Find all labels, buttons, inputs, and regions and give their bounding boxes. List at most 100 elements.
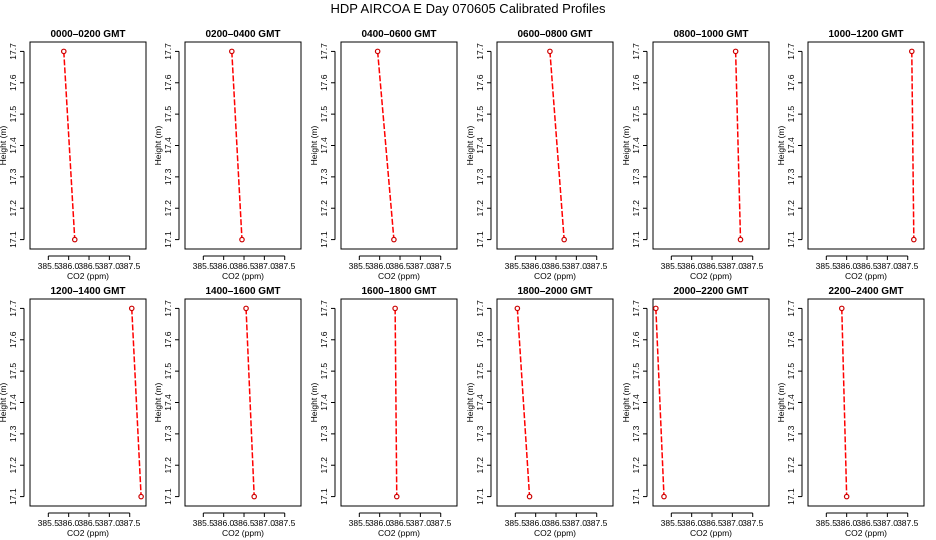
x-axis-label: CO2 (ppm) <box>67 528 109 538</box>
y-tick-label: 17.5 <box>475 363 485 380</box>
x-tick-label: 386.0 <box>213 518 235 528</box>
x-tick-label: 387.5 <box>430 518 452 528</box>
panel-title: 0600–0800 GMT <box>517 29 592 40</box>
x-axis-label: CO2 (ppm) <box>67 271 109 281</box>
y-tick-label: 17.5 <box>319 106 329 123</box>
x-tick-label: 386.0 <box>58 518 80 528</box>
y-tick-label: 17.6 <box>8 331 18 348</box>
x-tick-label: 387.5 <box>897 518 919 528</box>
plot-frame <box>340 41 458 250</box>
y-axis-label: Height (m) <box>621 126 631 166</box>
data-point <box>138 493 144 500</box>
x-tick-label: 387.5 <box>742 261 764 271</box>
x-tick-label: 387.0 <box>99 261 121 271</box>
x-tick-label: 387.0 <box>722 518 744 528</box>
x-tick-label: 386.0 <box>369 261 391 271</box>
y-tick-label: 17.4 <box>319 137 329 154</box>
plot-frame <box>184 298 302 507</box>
y-tick-label: 17.4 <box>163 394 173 411</box>
y-tick-label: 17.3 <box>163 168 173 185</box>
y-tick-label: 17.3 <box>319 168 329 185</box>
data-point <box>243 305 249 312</box>
data-point <box>911 236 917 243</box>
x-tick-label: 386.0 <box>681 518 703 528</box>
y-axis-label: Height (m) <box>153 383 163 423</box>
profile-line <box>231 51 243 240</box>
y-tick-label: 17.4 <box>319 394 329 411</box>
y-tick-label: 17.1 <box>786 231 796 248</box>
y-tick-label: 17.3 <box>786 425 796 442</box>
data-point <box>732 48 739 55</box>
data-point <box>843 493 850 500</box>
x-tick-label: 386.0 <box>681 261 703 271</box>
y-axis-label: Height (m) <box>776 383 786 423</box>
x-tick-label: 385.5 <box>816 261 838 271</box>
x-axis-label: CO2 (ppm) <box>534 528 576 538</box>
plot-frame <box>496 41 614 250</box>
y-tick-label: 17.7 <box>163 300 173 317</box>
data-point <box>71 236 78 243</box>
x-axis-label: CO2 (ppm) <box>222 271 264 281</box>
x-tick-label: 387.0 <box>254 261 276 271</box>
y-tick-label: 17.4 <box>475 394 485 411</box>
panel-title: 0200–0400 GMT <box>205 29 280 40</box>
x-tick-label: 386.5 <box>233 518 255 528</box>
x-tick-label: 387.0 <box>254 518 276 528</box>
y-tick-label: 17.1 <box>319 488 329 505</box>
plot-frame <box>29 298 147 507</box>
y-tick-label: 17.1 <box>631 231 641 248</box>
y-tick-label: 17.5 <box>8 106 18 123</box>
x-tick-label: 387.0 <box>410 261 432 271</box>
y-tick-label: 17.3 <box>631 425 641 442</box>
x-tick-label: 387.5 <box>742 518 764 528</box>
y-tick-label: 17.2 <box>786 200 796 217</box>
y-tick-label: 17.1 <box>786 488 796 505</box>
y-tick-label: 17.7 <box>163 43 173 60</box>
plot-frame <box>340 298 458 507</box>
y-tick-label: 17.5 <box>319 363 329 380</box>
y-axis-label: Height (m) <box>0 383 8 423</box>
y-tick-label: 17.5 <box>475 106 485 123</box>
x-tick-label: 387.5 <box>119 518 141 528</box>
plot-frame <box>184 41 302 250</box>
y-tick-label: 17.5 <box>163 363 173 380</box>
y-tick-label: 17.6 <box>163 331 173 348</box>
y-tick-label: 17.4 <box>786 137 796 154</box>
data-point <box>60 48 67 55</box>
y-axis-label: Height (m) <box>465 126 475 166</box>
y-tick-label: 17.6 <box>631 331 641 348</box>
data-point <box>547 48 553 55</box>
y-tick-label: 17.5 <box>786 363 796 380</box>
y-tick-label: 17.6 <box>319 331 329 348</box>
y-tick-label: 17.6 <box>786 74 796 91</box>
profile-line <box>734 51 742 240</box>
y-tick-label: 17.2 <box>319 200 329 217</box>
y-tick-label: 17.7 <box>631 43 641 60</box>
y-tick-label: 17.2 <box>163 200 173 217</box>
y-tick-label: 17.3 <box>163 425 173 442</box>
y-axis-label: Height (m) <box>776 126 786 166</box>
x-tick-label: 387.0 <box>877 518 899 528</box>
y-tick-label: 17.7 <box>786 300 796 317</box>
y-axis-label: Height (m) <box>0 126 8 166</box>
profile-line <box>376 51 395 240</box>
x-tick-label: 386.5 <box>701 261 723 271</box>
y-tick-label: 17.7 <box>475 43 485 60</box>
data-point <box>229 48 235 55</box>
y-tick-label: 17.2 <box>475 200 485 217</box>
y-tick-label: 17.5 <box>631 106 641 123</box>
profile-line <box>841 308 848 497</box>
data-point <box>374 48 381 55</box>
y-tick-label: 17.4 <box>163 137 173 154</box>
x-tick-label: 386.5 <box>701 518 723 528</box>
y-tick-label: 17.2 <box>319 457 329 474</box>
data-point <box>393 493 400 500</box>
x-tick-label: 387.5 <box>274 518 296 528</box>
x-tick-label: 387.0 <box>410 518 432 528</box>
x-tick-label: 387.5 <box>897 261 919 271</box>
y-tick-label: 17.6 <box>475 331 485 348</box>
data-point <box>838 305 845 312</box>
y-tick-label: 17.4 <box>475 137 485 154</box>
panel-title: 2200–2400 GMT <box>828 286 903 297</box>
